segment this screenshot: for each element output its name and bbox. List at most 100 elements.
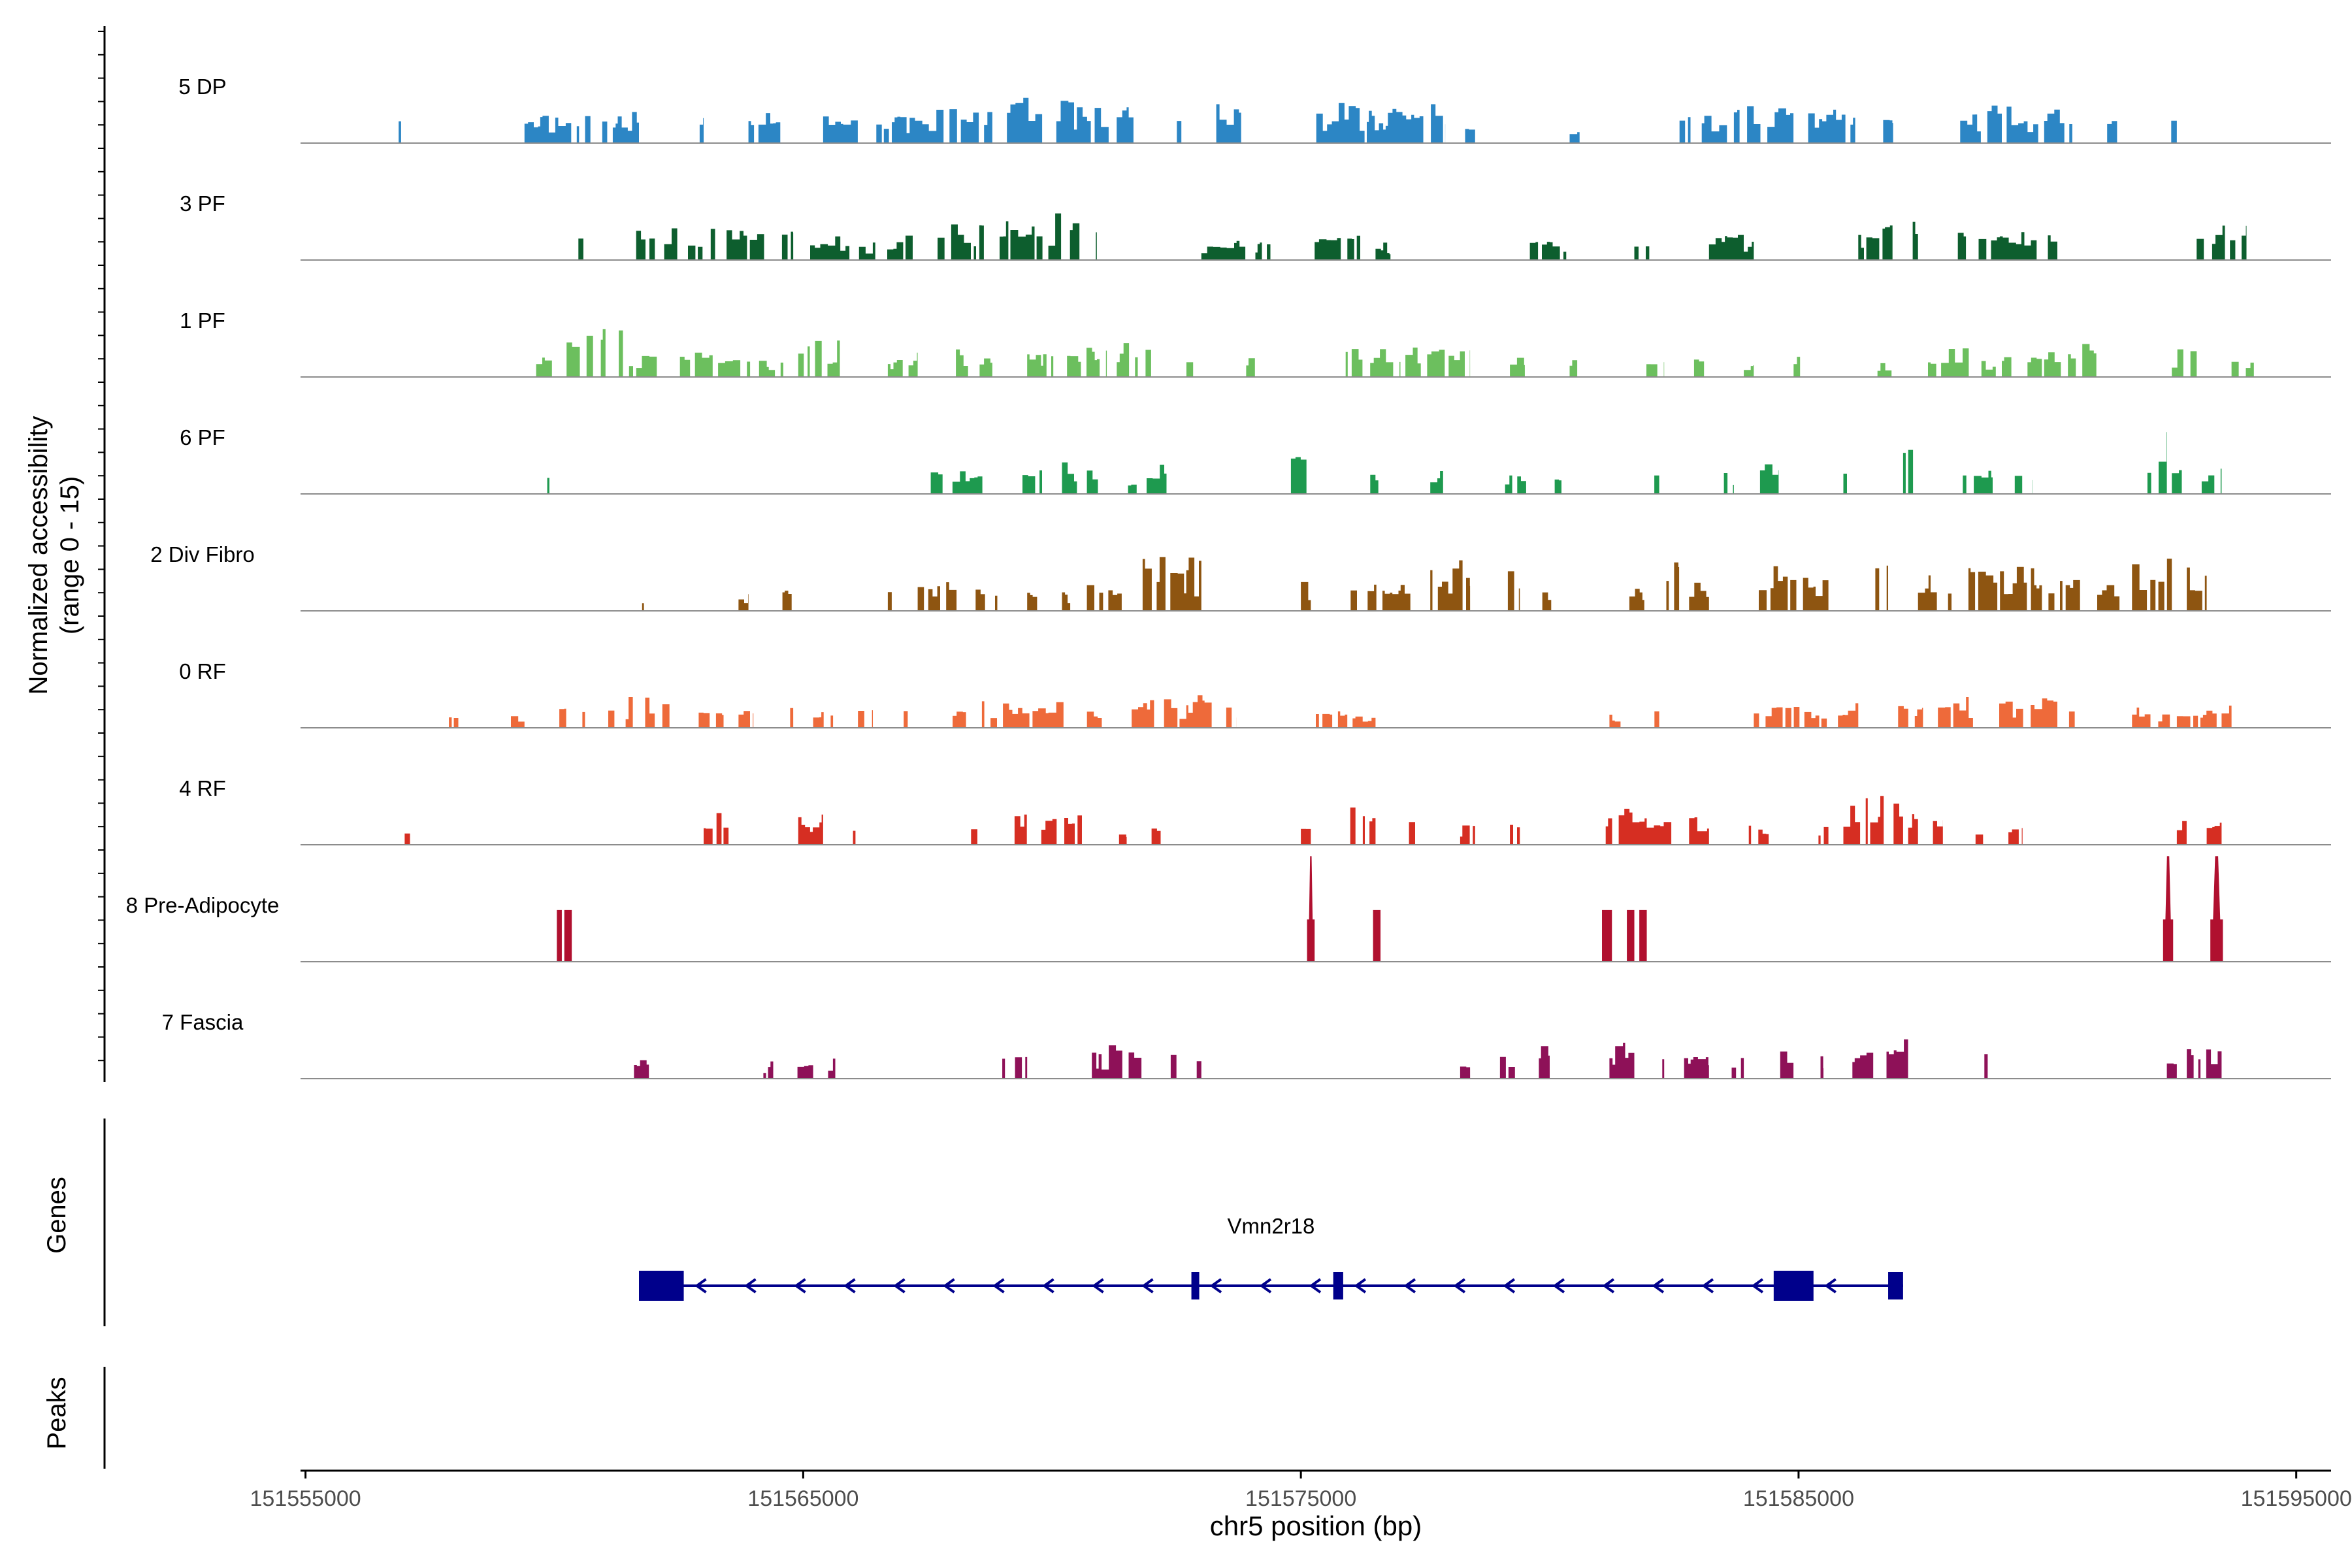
coverage-region	[634, 228, 794, 260]
coverage-region	[1121, 484, 1137, 494]
coverage-region	[1151, 828, 1167, 845]
coverage-region	[1062, 592, 1072, 611]
coverage-region	[1957, 232, 2058, 260]
track-label: 0 RF	[179, 659, 226, 683]
coverage-region	[1246, 358, 1256, 377]
coverage-region	[1609, 714, 1625, 728]
gene-exon	[1191, 1272, 1200, 1299]
coverage-region	[1201, 240, 1271, 260]
coverage-region	[952, 349, 992, 377]
coverage-region	[1191, 1061, 1201, 1079]
coverage-region	[704, 813, 729, 845]
track-label: 1 PF	[180, 308, 225, 333]
gene-exon	[1773, 1271, 1814, 1301]
coverage-region	[1002, 1056, 1028, 1079]
coverage-region	[1818, 826, 1829, 845]
track-7-fascia: 7 Fascia	[162, 1010, 2331, 1079]
coverage-region	[559, 697, 674, 728]
coverage-region	[1689, 582, 1709, 611]
coverage-region	[1430, 471, 1446, 494]
track-4-rf: 4 RF	[179, 776, 2331, 845]
coverage-region	[1510, 825, 1520, 845]
coverage-region	[1499, 475, 1540, 494]
strand-arrow	[1141, 1278, 1154, 1294]
x-tick-label: 151585000	[1743, 1486, 1854, 1511]
coverage-region	[738, 594, 749, 611]
coverage-region	[2172, 349, 2197, 377]
coverage-region	[828, 1058, 838, 1079]
coverage-region	[519, 357, 555, 377]
strand-arrow	[1309, 1278, 1322, 1294]
coverage-region	[1868, 565, 1889, 611]
coverage-region	[2231, 361, 2257, 377]
gene-exon	[1333, 1272, 1343, 1299]
coverage-region	[1430, 560, 1471, 611]
track-2-div-fibro: 2 Div Fibro	[150, 542, 2331, 612]
coverage-region	[1927, 348, 2013, 377]
coverage-region	[793, 1065, 813, 1079]
coverage-region	[1773, 1051, 1799, 1079]
coverage-region	[1933, 820, 1943, 845]
coverage-region	[1649, 711, 1659, 728]
track-8-pre-adipocyte: 8 Pre-Adipocyte	[126, 856, 2331, 962]
coverage-region	[693, 118, 704, 143]
coverage-region	[1843, 474, 1854, 494]
coverage-region	[1609, 1043, 1635, 1079]
coverage-block	[1602, 909, 1612, 962]
coverage-region	[1599, 808, 1674, 845]
coverage-region	[1634, 246, 1650, 260]
coverage-region	[1689, 817, 1709, 845]
coverage-region	[813, 712, 834, 728]
coverage-region	[2097, 585, 2123, 611]
coverage-region	[763, 1061, 774, 1079]
coverage-region	[927, 472, 943, 494]
coverage-region	[778, 591, 798, 611]
coverage-region	[2206, 823, 2222, 845]
x-tick-label: 151595000	[2241, 1486, 2352, 1511]
coverage-block	[1627, 909, 1635, 962]
coverage-region	[1086, 585, 1122, 611]
strand-arrow	[893, 1278, 906, 1294]
coverage-region	[2132, 559, 2172, 611]
coverage-region	[1341, 808, 1376, 845]
coverage-region	[1166, 121, 1182, 143]
coverage-region	[2187, 1049, 2222, 1079]
coverage-region	[1843, 1053, 1874, 1079]
coverage-region	[1136, 557, 1201, 611]
coverage-region	[803, 235, 913, 260]
coverage-region	[967, 829, 977, 845]
x-tick-label: 151555000	[250, 1486, 361, 1511]
coverage-region	[1350, 584, 1411, 611]
coverage-region	[1166, 1054, 1177, 1079]
coverage-region	[1938, 697, 2058, 728]
coverage-region	[2162, 120, 2177, 143]
coverage-region	[1754, 703, 1859, 728]
coverage-region	[2166, 1063, 2177, 1079]
coverage-region	[938, 213, 1097, 260]
coverage-region	[1569, 132, 1580, 143]
strand-arrow	[1552, 1278, 1565, 1294]
coverage-region	[524, 112, 639, 143]
coverage-region	[1375, 242, 1391, 260]
strand-arrow	[1092, 1278, 1104, 1294]
coverage-region	[2027, 344, 2102, 377]
strand-arrow	[1503, 1278, 1516, 1294]
coverage-region	[1535, 1046, 1550, 1079]
coverage-region	[1748, 825, 1769, 845]
coverage-region	[892, 711, 908, 728]
coverage-region	[1898, 706, 1923, 728]
coverage-region	[1062, 462, 1077, 494]
coverage-region	[1002, 814, 1082, 845]
track-label: 5 DP	[178, 74, 226, 99]
track-label: 6 PF	[180, 425, 225, 449]
coverage-region	[738, 711, 754, 728]
coverage-region	[858, 710, 874, 728]
coverage-region	[1903, 449, 1914, 494]
coverage-region	[1733, 106, 1859, 143]
coverage-region	[1216, 104, 1241, 143]
coverage-region	[1634, 362, 1665, 377]
track-label: 7 Fascia	[162, 1010, 244, 1034]
coverage-region	[1027, 348, 1107, 377]
coverage-region	[1972, 1054, 1988, 1079]
gene-exon	[1888, 1272, 1903, 1299]
